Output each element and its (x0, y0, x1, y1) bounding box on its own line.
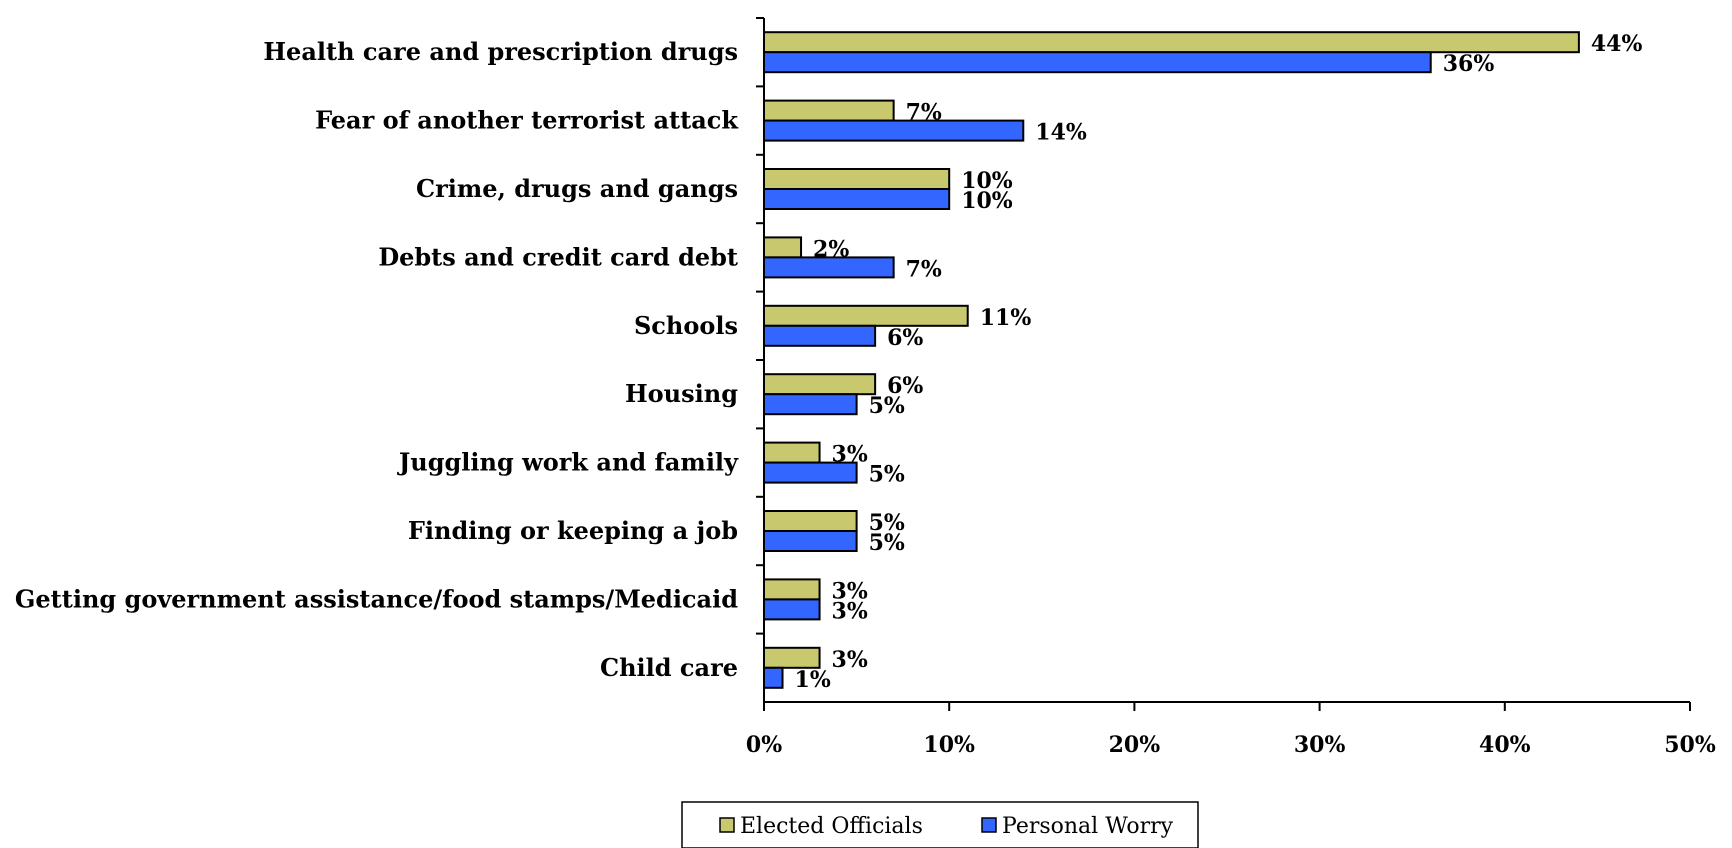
data-label: 11% (980, 305, 1032, 331)
bar-personal-worry (763, 666, 784, 689)
x-tick-label: 40% (1479, 732, 1531, 758)
bar-elected-officials (763, 373, 877, 396)
data-label: 5% (869, 530, 905, 556)
x-tick-label: 0% (746, 732, 782, 758)
data-label: 10% (961, 188, 1013, 214)
bar-personal-worry (763, 324, 877, 347)
bar-personal-worry (763, 598, 821, 621)
data-label: 5% (869, 462, 905, 488)
data-label: 3% (832, 442, 868, 468)
data-label: 6% (887, 373, 923, 399)
data-label: 10% (961, 168, 1013, 194)
data-label: 14% (1035, 120, 1087, 146)
x-tick-label: 20% (1109, 732, 1161, 758)
category-label: Juggling work and family (397, 448, 739, 477)
x-ticks: 0% 10% 20% 30% 40% 50% (746, 17, 1716, 758)
legend-label: Personal Worry (1002, 814, 1174, 839)
category-label: Health care and prescription drugs (263, 37, 738, 66)
data-label: 44% (1591, 31, 1643, 57)
bar-elected-officials (763, 441, 821, 464)
bar-elected-officials (763, 99, 895, 122)
data-label: 5% (869, 510, 905, 536)
x-tick-label: 50% (1664, 732, 1716, 758)
bar-elected-officials (763, 510, 858, 532)
bars-group (763, 31, 1580, 689)
bar-elected-officials (763, 304, 969, 327)
category-label: Finding or keeping a job (408, 516, 738, 545)
category-label: Fear of another terrorist attack (315, 106, 739, 135)
bar-elected-officials (763, 31, 1580, 54)
legend-box (681, 801, 1199, 848)
bar-personal-worry (763, 188, 951, 210)
category-label: Debts and credit card debt (378, 242, 738, 271)
data-label: 5% (869, 393, 905, 419)
data-label: 1% (795, 667, 831, 693)
category-labels: Health care and prescription drugs Fear o… (15, 37, 739, 682)
legend-swatch-personal-worry (981, 817, 997, 833)
category-label: Child care (600, 653, 738, 682)
x-tick-label: 10% (923, 732, 975, 758)
data-label: 7% (906, 100, 942, 126)
category-label: Housing (625, 379, 738, 408)
data-label: 3% (832, 578, 868, 604)
data-label: 3% (832, 647, 868, 673)
data-labels: 44%36%7%14%10%10%2%7%11%6%6%5%3%5%5%5%3%… (795, 31, 1643, 693)
x-tick-label: 30% (1294, 732, 1346, 758)
bar-personal-worry (763, 51, 1432, 74)
data-label: 3% (832, 598, 868, 624)
legend: Elected Officials Personal Worry (681, 801, 1199, 848)
category-label: Schools (634, 311, 738, 340)
category-label: Getting government assistance/food stamp… (15, 584, 738, 613)
data-label: 36% (1443, 51, 1495, 77)
category-label: Crime, drugs and gangs (416, 174, 738, 203)
bar-elected-officials (763, 168, 951, 190)
data-label: 6% (887, 325, 923, 351)
bar-personal-worry (763, 530, 858, 552)
bar-personal-worry (763, 119, 1025, 142)
bar-elected-officials (763, 646, 821, 669)
data-label: 7% (906, 256, 942, 282)
legend-label: Elected Officials (740, 814, 923, 839)
bar-elected-officials (763, 236, 803, 259)
data-label: 2% (813, 236, 849, 262)
legend-swatch-elected-officials (719, 817, 735, 833)
bar-personal-worry (763, 393, 858, 416)
bar-elected-officials (763, 578, 821, 601)
